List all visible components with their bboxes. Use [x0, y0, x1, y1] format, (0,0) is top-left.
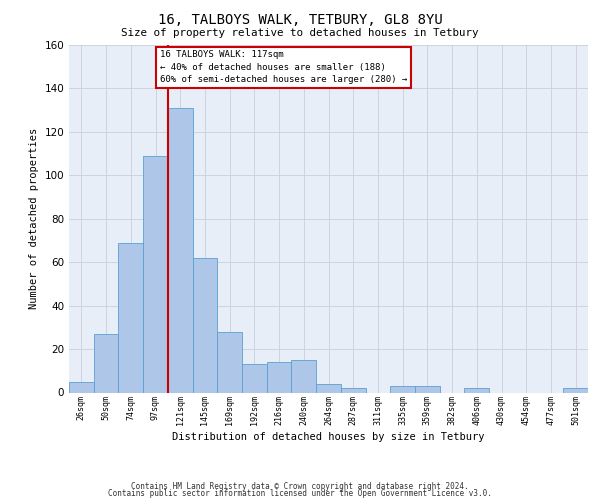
Bar — [563, 388, 588, 392]
Bar — [193, 258, 217, 392]
Text: 16, TALBOYS WALK, TETBURY, GL8 8YU: 16, TALBOYS WALK, TETBURY, GL8 8YU — [158, 12, 442, 26]
Bar — [267, 362, 292, 392]
Bar — [94, 334, 118, 392]
Y-axis label: Number of detached properties: Number of detached properties — [29, 128, 39, 310]
Bar — [118, 242, 143, 392]
Text: 16 TALBOYS WALK: 117sqm
← 40% of detached houses are smaller (188)
60% of semi-d: 16 TALBOYS WALK: 117sqm ← 40% of detache… — [160, 50, 407, 84]
Bar — [69, 382, 94, 392]
Text: Contains HM Land Registry data © Crown copyright and database right 2024.: Contains HM Land Registry data © Crown c… — [131, 482, 469, 491]
Bar — [292, 360, 316, 392]
X-axis label: Distribution of detached houses by size in Tetbury: Distribution of detached houses by size … — [172, 432, 485, 442]
Bar — [242, 364, 267, 392]
Bar — [390, 386, 415, 392]
Bar — [316, 384, 341, 392]
Bar — [217, 332, 242, 392]
Bar — [168, 108, 193, 393]
Bar — [415, 386, 440, 392]
Bar — [341, 388, 365, 392]
Text: Size of property relative to detached houses in Tetbury: Size of property relative to detached ho… — [121, 28, 479, 38]
Bar — [464, 388, 489, 392]
Text: Contains public sector information licensed under the Open Government Licence v3: Contains public sector information licen… — [108, 490, 492, 498]
Bar — [143, 156, 168, 392]
